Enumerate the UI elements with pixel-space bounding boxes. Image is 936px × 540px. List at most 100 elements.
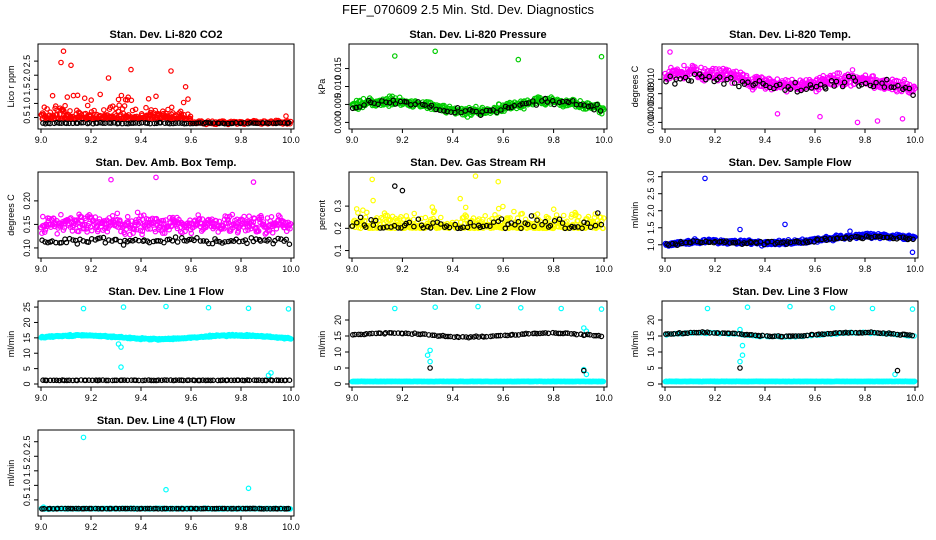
data-point [723,66,730,73]
x-tick-label: 9.4 [759,393,772,403]
series-2 [39,234,293,248]
data-point [377,225,384,231]
outlier-point [68,62,74,69]
chart-title: Stan. Dev. Sample Flow [729,157,852,169]
data-point [370,197,376,204]
outlier-point [702,175,708,182]
data-point [132,236,139,243]
data-point [186,236,193,243]
data-point [40,120,46,126]
data-point [895,82,901,89]
data-point [598,333,605,340]
data-point [266,236,272,243]
data-point [100,234,107,241]
y-tick-label: 1.0 [22,97,32,110]
data-point [168,223,175,230]
data-point [454,105,461,111]
data-point [380,225,387,231]
data-point [89,227,95,234]
data-point [88,97,95,103]
plot-frame [37,43,295,130]
data-point [483,107,490,114]
outlier-point [427,365,433,371]
data-point [521,106,527,112]
plot-frame [37,171,295,259]
data-point [787,86,794,93]
y-tick-label: 15 [333,331,343,341]
data-point [94,120,100,127]
x-tick-label: 10.0 [906,264,924,274]
data-point [124,213,131,220]
data-point [84,102,91,109]
data-point [547,222,554,229]
data-point [519,101,526,107]
outlier-point [829,304,836,311]
data-point [104,228,111,235]
data-point [363,209,370,216]
data-point [58,239,65,246]
data-point [534,211,541,217]
data-point [792,79,799,86]
data-point [163,217,169,223]
data-point [222,239,228,245]
x-tick-label: 10.0 [282,135,300,145]
data-point [395,225,402,231]
data-point [81,95,88,102]
data-point [51,120,58,127]
chart-title: Stan. Dev. Line 1 Flow [108,286,224,298]
x-tick-label: 9.2 [85,393,98,403]
data-point [164,236,171,243]
data-point [505,221,511,228]
outlier-point [909,306,916,312]
outlier-point [667,49,673,55]
data-point [477,224,484,231]
data-point [443,223,450,229]
data-point [383,99,389,106]
data-point [241,213,247,220]
data-point [716,74,723,80]
data-point [74,241,81,247]
x-tick-label: 10.0 [282,264,300,274]
x-tick-label: 9.2 [85,135,98,145]
chart-title: Stan. Dev. Li-820 CO2 [110,29,223,41]
y-tick-label: 1.5 [22,83,32,96]
y-axis-label: ml/min [317,331,327,358]
x-tick-label: 9.4 [447,135,460,145]
y-tick-label: 1.5 [646,222,656,235]
data-point [677,76,684,82]
data-point [187,120,194,127]
data-point [773,82,780,89]
x-tick-label: 10.0 [282,393,300,403]
outlier-point [391,183,398,189]
data-point [592,211,599,217]
data-point [462,212,469,218]
data-point [172,219,179,226]
data-point [168,104,175,111]
data-point [268,214,275,220]
x-tick-label: 9.4 [135,264,148,274]
data-point [745,79,751,86]
outlier-point [739,352,746,359]
data-point [251,215,258,222]
data-point [452,221,459,228]
x-tick-label: 9.6 [497,264,510,274]
x-tick-label: 9.0 [346,135,359,145]
data-point [225,238,232,245]
x-tick-label: 9.4 [759,264,772,274]
data-point [454,225,461,232]
data-point [598,221,605,228]
outlier-point [847,228,853,235]
data-point [286,241,293,248]
outlier-point [774,111,781,117]
data-point [736,83,742,90]
y-axis-label: Lico r ppm [6,65,16,107]
data-point [502,103,509,110]
data-point [144,120,151,127]
series-1 [349,48,607,120]
data-point [822,86,829,92]
data-point [91,107,97,114]
data-point [587,224,594,231]
outlier-point [854,119,861,126]
data-point [139,231,145,238]
data-point [379,216,386,222]
